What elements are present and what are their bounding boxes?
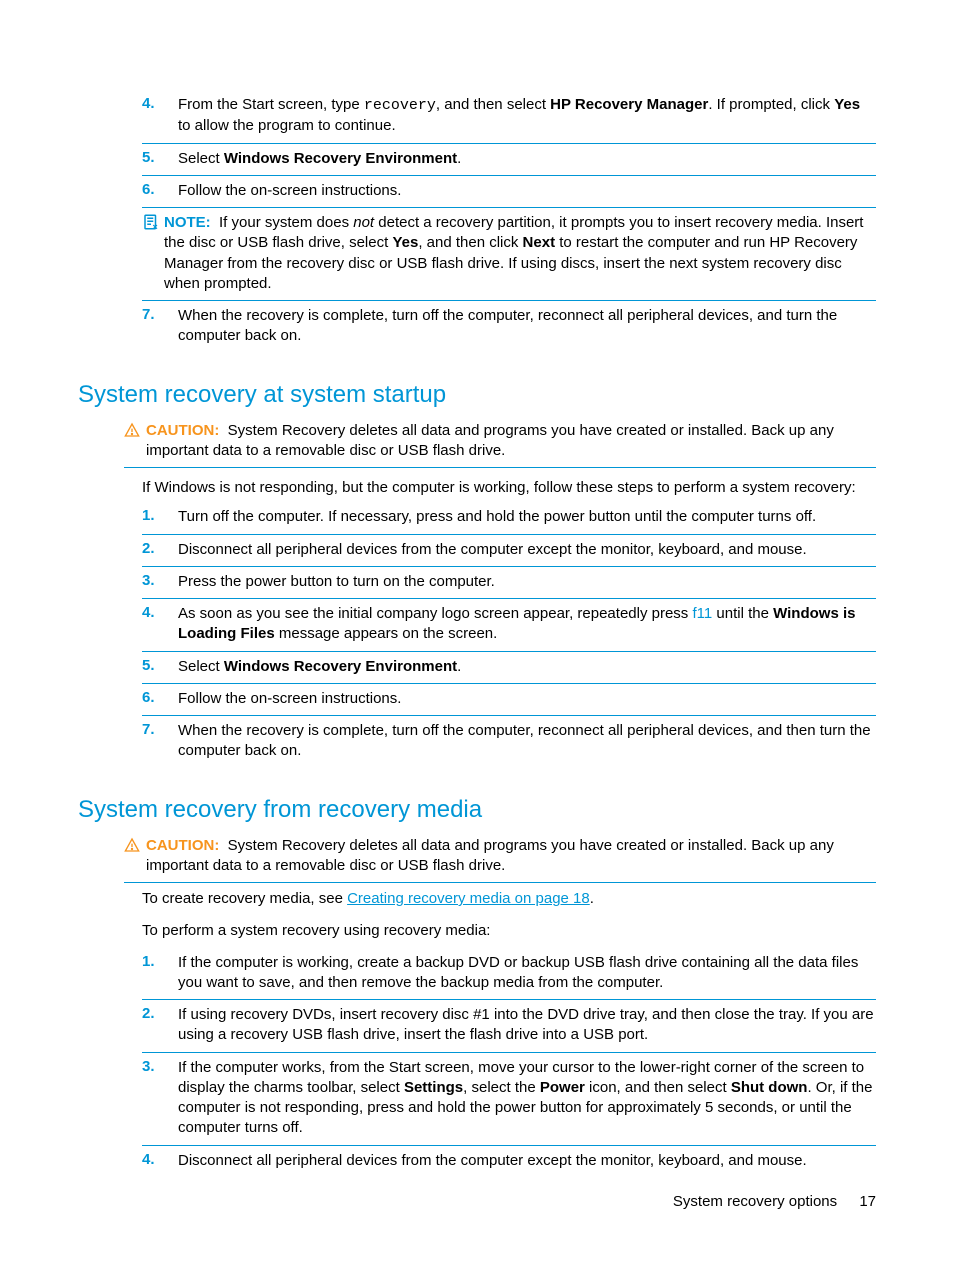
list-text: Disconnect all peripheral devices from t… (178, 540, 876, 560)
list-item: 6. Follow the on-screen instructions. (142, 684, 876, 716)
list-item: 7. When the recovery is complete, turn o… (142, 301, 876, 353)
list-number: 4. (142, 95, 178, 112)
note-text: NOTE: If your system does not detect a r… (164, 213, 876, 294)
list-text: Follow the on-screen instructions. (178, 689, 876, 709)
list-text: If using recovery DVDs, insert recovery … (178, 1005, 876, 1046)
list-text: As soon as you see the initial company l… (178, 604, 876, 645)
caution-callout: CAUTION: System Recovery deletes all dat… (124, 417, 876, 469)
note-callout: NOTE: If your system does not detect a r… (142, 208, 876, 301)
list-text: When the recovery is complete, turn off … (178, 306, 876, 347)
list-number: 1. (142, 953, 178, 970)
list-number: 3. (142, 1058, 178, 1075)
paragraph: If Windows is not responding, but the co… (142, 468, 876, 502)
list-number: 4. (142, 1151, 178, 1168)
page-number: 17 (859, 1193, 876, 1210)
list-number: 3. (142, 572, 178, 589)
list-item: 2. Disconnect all peripheral devices fro… (142, 535, 876, 567)
list-number: 2. (142, 1005, 178, 1022)
list-number: 6. (142, 181, 178, 198)
section-heading: System recovery from recovery media (78, 796, 876, 824)
page-footer: System recovery options 17 (673, 1193, 876, 1210)
list-text: When the recovery is complete, turn off … (178, 721, 876, 762)
cross-reference-link[interactable]: Creating recovery media on page 18 (347, 890, 590, 907)
caution-callout: CAUTION: System Recovery deletes all dat… (124, 832, 876, 884)
caution-icon (124, 836, 146, 857)
list-number: 2. (142, 540, 178, 557)
list-item: 1. Turn off the computer. If necessary, … (142, 502, 876, 534)
list-text: Follow the on-screen instructions. (178, 181, 876, 201)
list-number: 7. (142, 721, 178, 738)
list-text: Select Windows Recovery Environment. (178, 657, 876, 677)
list-number: 4. (142, 604, 178, 621)
list-item: 4. Disconnect all peripheral devices fro… (142, 1146, 876, 1177)
list-item: 2. If using recovery DVDs, insert recove… (142, 1000, 876, 1053)
caution-icon (124, 421, 146, 442)
list-text: Select Windows Recovery Environment. (178, 149, 876, 169)
list-number: 5. (142, 657, 178, 674)
list-number: 6. (142, 689, 178, 706)
list-item: 5. Select Windows Recovery Environment. (142, 652, 876, 684)
list-item: 4. From the Start screen, type recovery,… (142, 90, 876, 144)
list-text: Disconnect all peripheral devices from t… (178, 1151, 876, 1171)
caution-text: CAUTION: System Recovery deletes all dat… (146, 836, 876, 877)
caution-text: CAUTION: System Recovery deletes all dat… (146, 421, 876, 462)
list-number: 5. (142, 149, 178, 166)
page-content: 4. From the Start screen, type recovery,… (0, 0, 954, 1237)
list-number: 1. (142, 507, 178, 524)
list-item: 1. If the computer is working, create a … (142, 948, 876, 1001)
list-text: If the computer is working, create a bac… (178, 953, 876, 994)
paragraph: To perform a system recovery using recov… (142, 915, 876, 947)
section-heading: System recovery at system startup (78, 381, 876, 409)
list-item: 6. Follow the on-screen instructions. (142, 176, 876, 208)
list-item: 5. Select Windows Recovery Environment. (142, 144, 876, 176)
list-text: Turn off the computer. If necessary, pre… (178, 507, 876, 527)
list-number: 7. (142, 306, 178, 323)
footer-title: System recovery options (673, 1193, 837, 1210)
note-icon (142, 213, 164, 235)
list-item: 7. When the recovery is complete, turn o… (142, 716, 876, 768)
list-text: Press the power button to turn on the co… (178, 572, 876, 592)
list-item: 3. Press the power button to turn on the… (142, 567, 876, 599)
list-text: If the computer works, from the Start sc… (178, 1058, 876, 1139)
list-item: 4. As soon as you see the initial compan… (142, 599, 876, 652)
list-item: 3. If the computer works, from the Start… (142, 1053, 876, 1146)
paragraph: To create recovery media, see Creating r… (142, 883, 876, 915)
list-text: From the Start screen, type recovery, an… (178, 95, 876, 137)
